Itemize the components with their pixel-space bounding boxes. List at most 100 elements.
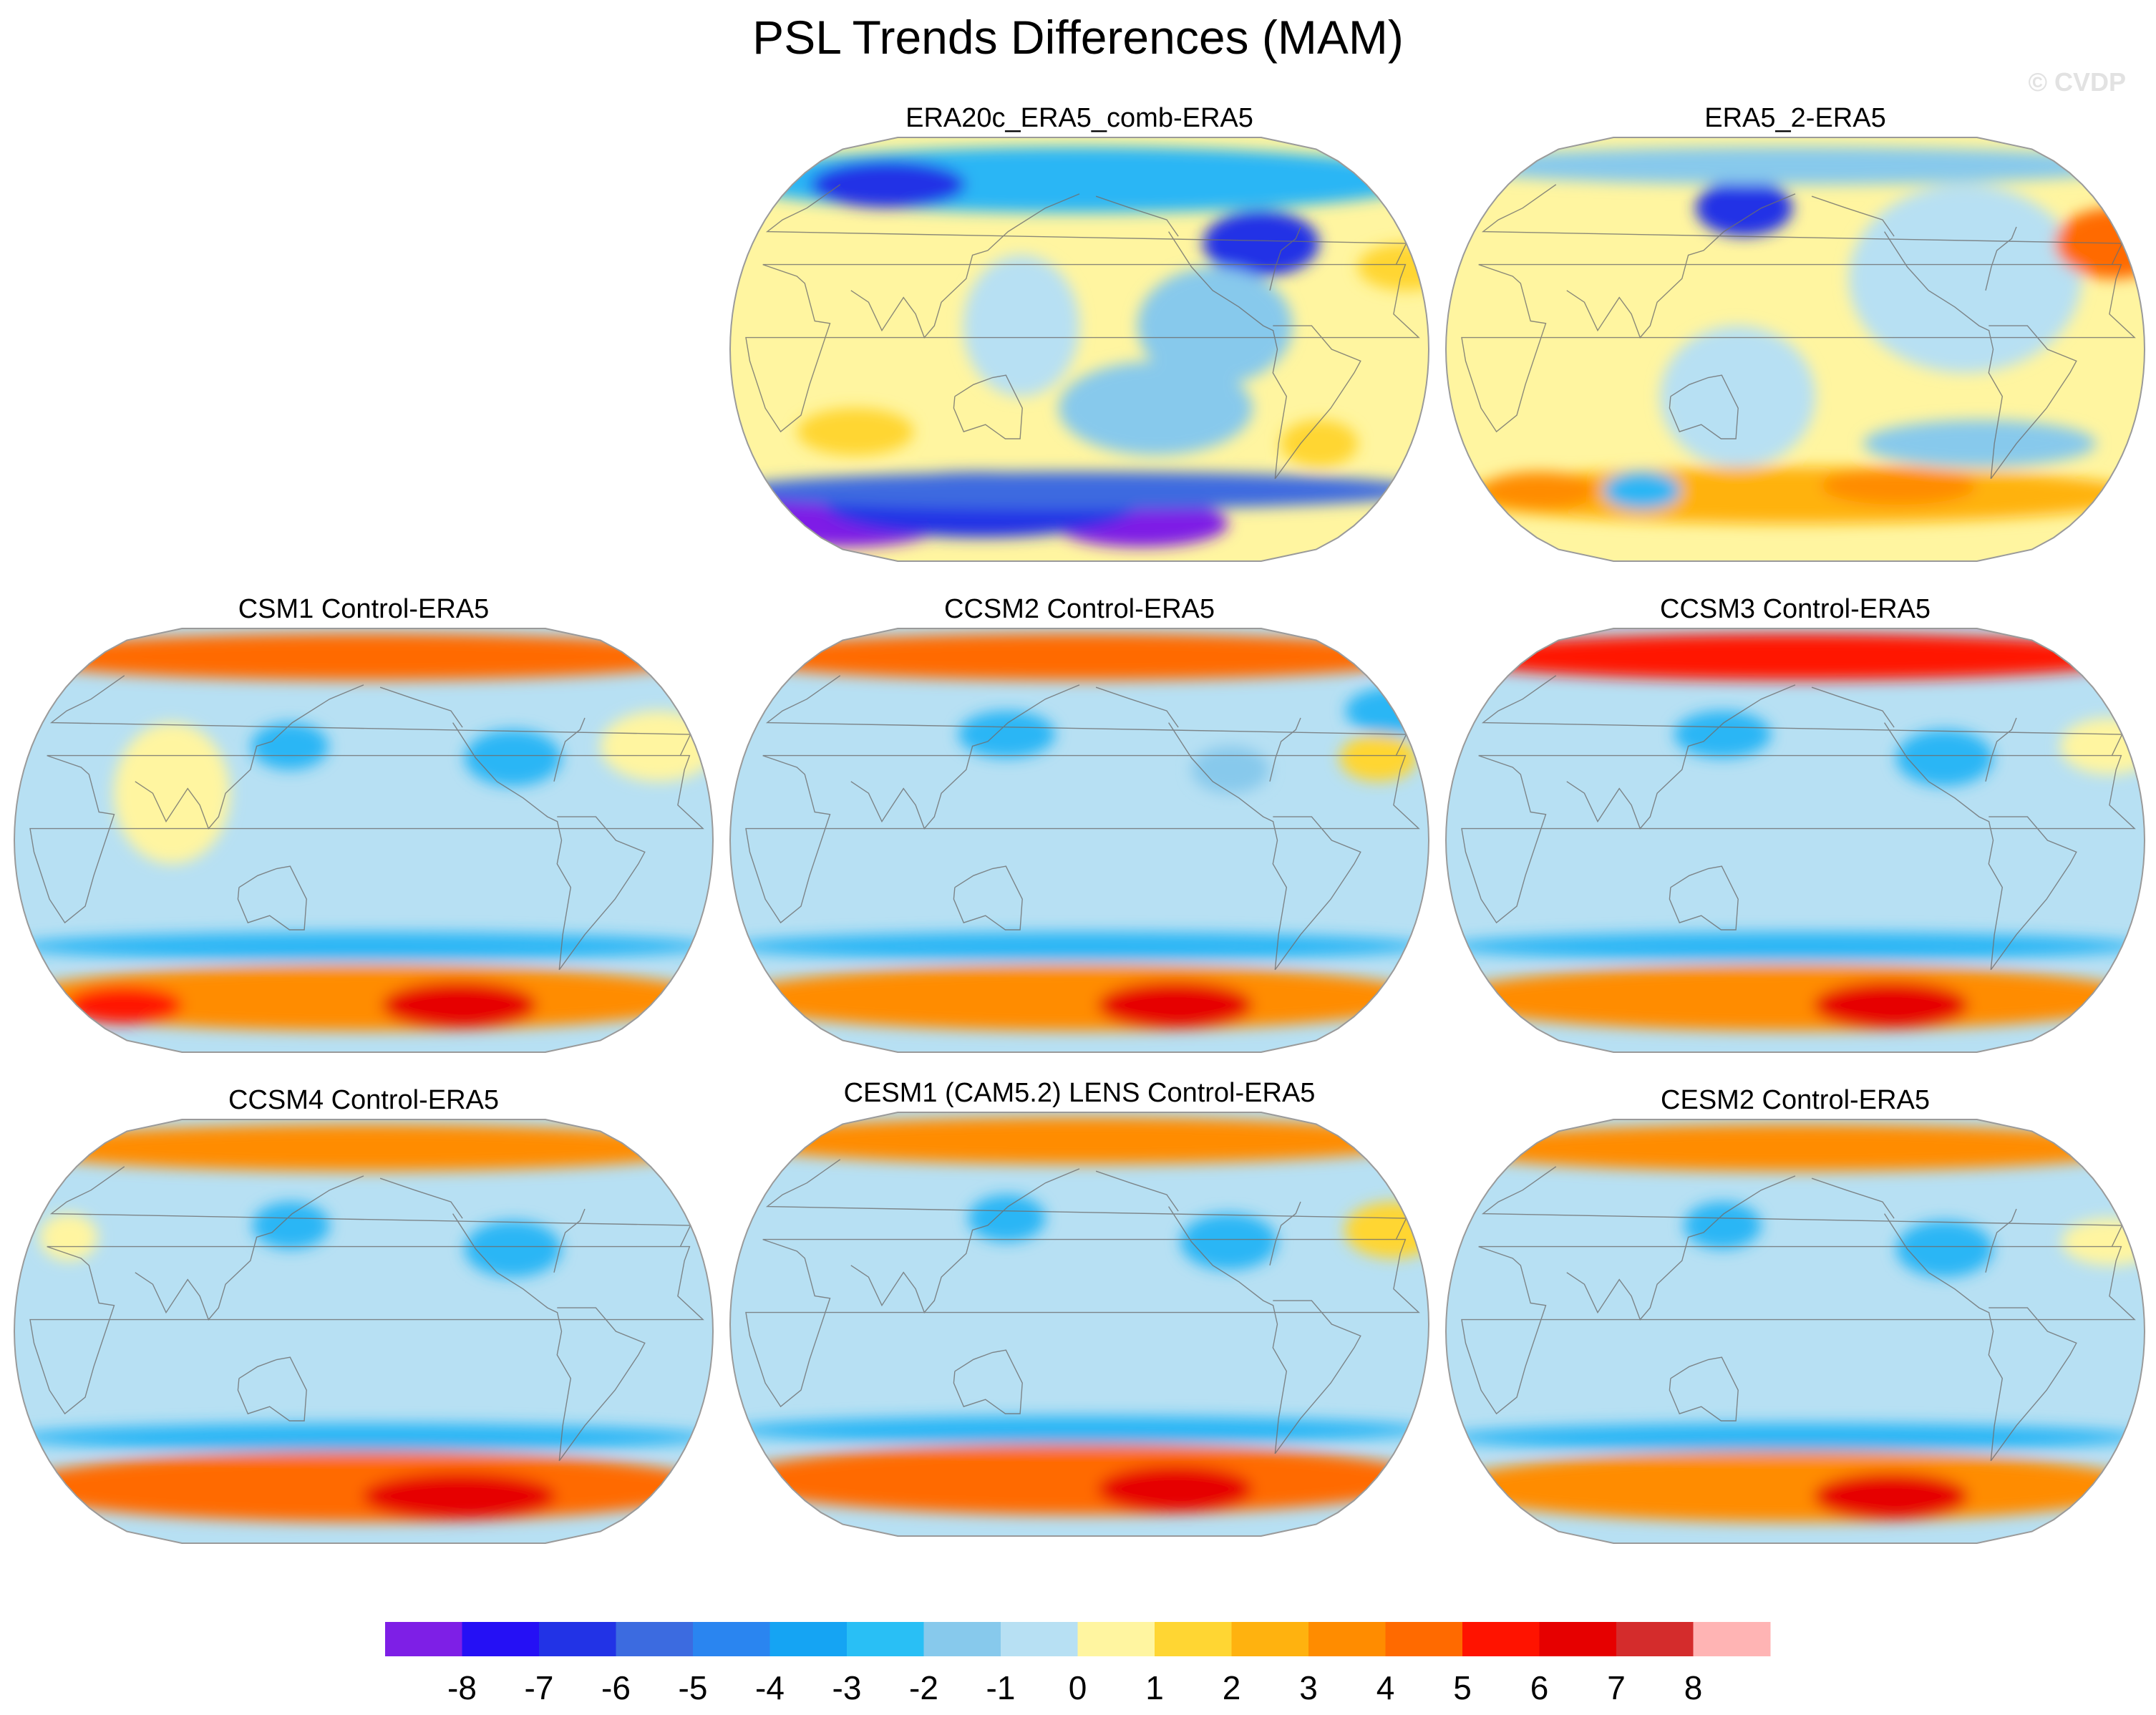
coastline bbox=[1669, 374, 1739, 439]
coastline bbox=[49, 675, 691, 756]
anomaly-region bbox=[14, 1451, 713, 1522]
coastline bbox=[553, 717, 586, 782]
coastline bbox=[135, 1175, 364, 1321]
coastline bbox=[1566, 1175, 1796, 1321]
map bbox=[1444, 1119, 2146, 1544]
coastline bbox=[1269, 226, 1301, 291]
coastline bbox=[745, 1238, 1420, 1408]
coastline bbox=[850, 1168, 1080, 1313]
coastline bbox=[765, 1159, 1407, 1240]
anomaly-region bbox=[1895, 729, 1994, 787]
coastline bbox=[557, 1307, 646, 1462]
anomaly-region bbox=[1446, 965, 2145, 1031]
coastline bbox=[1461, 263, 2136, 433]
anomaly-region bbox=[14, 965, 713, 1031]
colorbar-label: -2 bbox=[909, 1669, 938, 1706]
anomaly-region bbox=[14, 1423, 713, 1452]
colorbar-swatch bbox=[1539, 1622, 1617, 1656]
coastline bbox=[745, 263, 1420, 433]
colorbar-label: 8 bbox=[1684, 1669, 1703, 1706]
coastline bbox=[1095, 686, 1179, 728]
colorbar-swatch bbox=[769, 1622, 848, 1656]
colorbar-label: -7 bbox=[525, 1669, 554, 1706]
anomaly-region bbox=[66, 986, 183, 1024]
anomaly-region bbox=[1280, 419, 1359, 467]
anomaly-region bbox=[600, 711, 713, 782]
coastline bbox=[1985, 226, 2017, 291]
coastline bbox=[1989, 816, 2077, 971]
coastline bbox=[1481, 184, 2123, 265]
coastline bbox=[1273, 1300, 1361, 1454]
coastline bbox=[1811, 195, 1895, 237]
colorbar-swatch bbox=[1308, 1622, 1386, 1656]
panel-cesm1-lens: CESM1 (CAM5.2) LENS Control-ERA5 bbox=[727, 1078, 1432, 1543]
coastline bbox=[1669, 1356, 1739, 1422]
colorbar-swatch bbox=[462, 1622, 540, 1656]
map bbox=[729, 1112, 1430, 1537]
anomaly-region bbox=[1684, 1202, 1762, 1249]
coastline bbox=[1168, 722, 1288, 970]
coastline bbox=[553, 1208, 586, 1273]
coastline bbox=[135, 684, 364, 830]
coastline bbox=[1985, 717, 2017, 782]
anomaly-region bbox=[1446, 1124, 2145, 1172]
anomaly-region bbox=[1481, 472, 1598, 510]
coastline bbox=[1269, 717, 1301, 782]
anomaly-region bbox=[1446, 147, 2145, 185]
coastline bbox=[1669, 865, 1739, 931]
colorbar-swatch bbox=[539, 1622, 616, 1656]
anomaly-region bbox=[464, 1220, 562, 1278]
colorbar-label: 1 bbox=[1145, 1669, 1164, 1706]
panel-title: CESM2 Control-ERA5 bbox=[1661, 1085, 1930, 1115]
coastline bbox=[1095, 195, 1179, 237]
figure-title: PSL Trends Differences (MAM) bbox=[752, 11, 1404, 64]
panel-title: CCSM2 Control-ERA5 bbox=[944, 594, 1215, 624]
coastline bbox=[1273, 325, 1361, 480]
coastline bbox=[379, 1177, 463, 1219]
anomaly-region bbox=[1603, 472, 1681, 510]
panel-title: CESM1 (CAM5.2) LENS Control-ERA5 bbox=[843, 1078, 1316, 1108]
coastline bbox=[1884, 722, 2004, 970]
panel-era5-2: ERA5_2-ERA5 bbox=[1443, 103, 2147, 568]
anomaly-region bbox=[1863, 419, 2097, 467]
coastline bbox=[1989, 1307, 2077, 1462]
coastline bbox=[1811, 686, 1895, 728]
map bbox=[729, 628, 1430, 1053]
coastline bbox=[1461, 1245, 2136, 1415]
colorbar-label: 0 bbox=[1069, 1669, 1087, 1706]
coastline bbox=[29, 754, 704, 924]
coastline bbox=[1884, 1213, 2004, 1461]
anomaly-region bbox=[797, 408, 914, 455]
coastline bbox=[379, 686, 463, 728]
anomaly-region bbox=[14, 1124, 713, 1172]
anomaly-region bbox=[1446, 1423, 2145, 1452]
coastline bbox=[1989, 325, 2077, 480]
colorbar-swatch bbox=[1155, 1622, 1232, 1656]
colorbar-swatch bbox=[1385, 1622, 1463, 1656]
anomaly-region bbox=[1191, 746, 1270, 794]
map-outline bbox=[1444, 137, 2146, 562]
panel-ccsm3: CCSM3 Control-ERA5 bbox=[1443, 594, 2147, 1059]
colorbar-swatch bbox=[847, 1622, 924, 1656]
coastline bbox=[765, 184, 1407, 265]
coastline bbox=[1168, 231, 1288, 479]
colorbar-label: -8 bbox=[447, 1669, 477, 1706]
map bbox=[1444, 137, 2146, 562]
map-outline bbox=[13, 628, 714, 1053]
coastline bbox=[1884, 231, 2004, 479]
coastline bbox=[1095, 1170, 1179, 1212]
colorbar-swatch bbox=[385, 1622, 462, 1656]
anomaly-region bbox=[730, 1416, 1429, 1444]
panel-title: CSM1 Control-ERA5 bbox=[238, 594, 490, 624]
panel-era20c-era5-comb: ERA20c_ERA5_comb-ERA5 bbox=[727, 103, 1432, 568]
anomaly-region bbox=[14, 932, 713, 961]
anomaly-region bbox=[730, 472, 1429, 510]
anomaly-region bbox=[730, 1117, 1429, 1165]
anomaly-region bbox=[730, 633, 1429, 681]
coastline bbox=[1461, 754, 2136, 924]
panel-csm1: CSM1 Control-ERA5 bbox=[11, 594, 716, 1059]
map bbox=[13, 628, 714, 1053]
colorbar-swatch bbox=[1001, 1622, 1078, 1656]
coastline bbox=[237, 865, 307, 931]
coastline bbox=[1269, 1201, 1301, 1265]
